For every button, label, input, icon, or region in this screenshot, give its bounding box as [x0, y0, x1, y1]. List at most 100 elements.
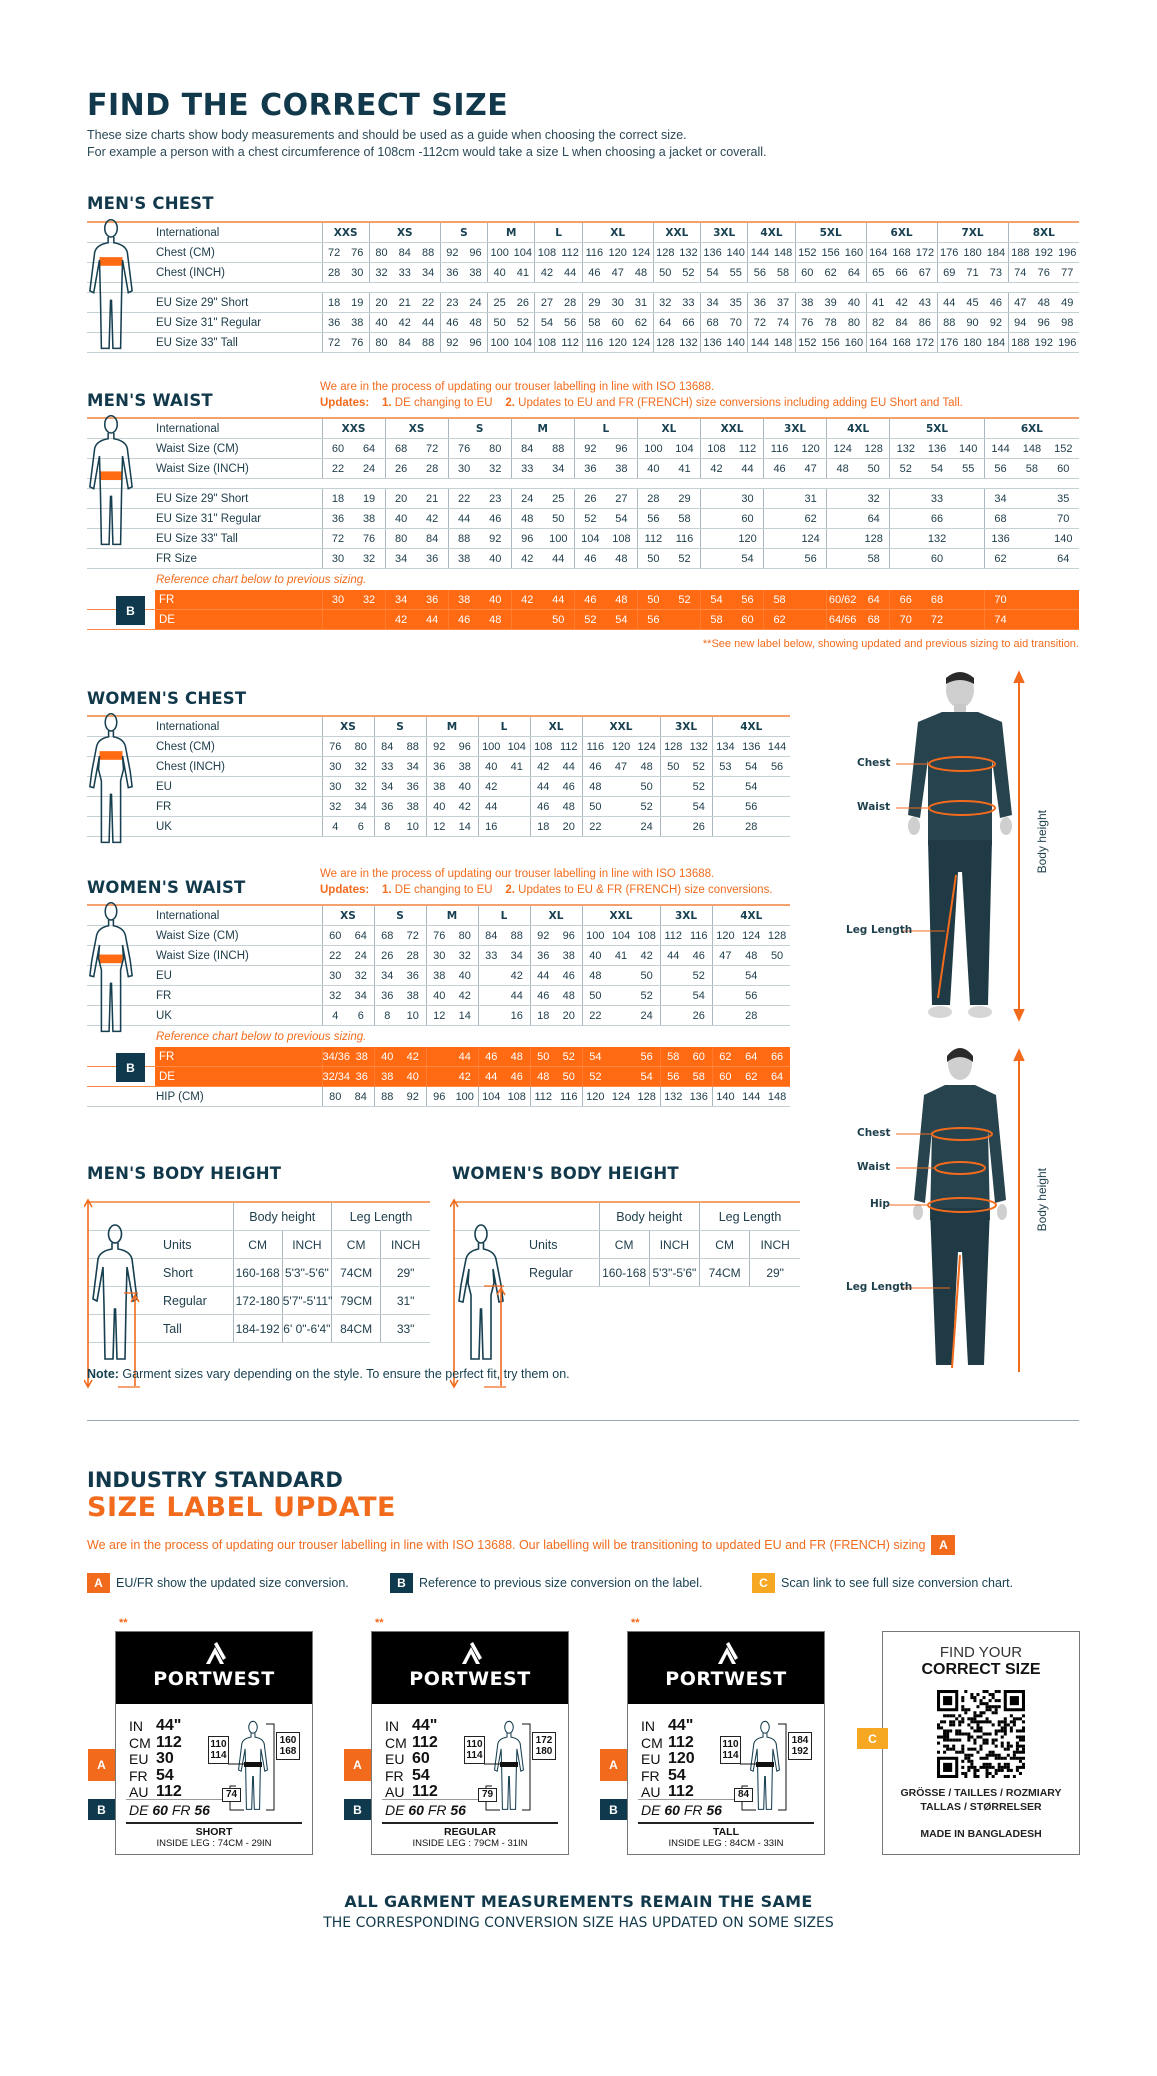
value-cell: 140 [726, 246, 745, 259]
value-cell: 38 [615, 462, 628, 475]
value-cell: 32 [354, 969, 367, 982]
value-cell: 26 [692, 820, 705, 833]
unit-label: EU [385, 1751, 405, 1767]
size-value: 112 [668, 1733, 694, 1751]
value-cell: 84 [398, 336, 411, 349]
legend-item: A EU/FR show the updated size conversion. [87, 1573, 349, 1593]
table-row: FR 32 34 36 38 40 42 44 46 48 50 52 54 56 [87, 796, 790, 817]
size-group-cell: 28 [711, 1005, 790, 1026]
row-label: UK [156, 1009, 172, 1022]
size-group-cell: 38 40 [447, 548, 512, 569]
size-group-cell: 88 92 [447, 528, 512, 549]
size-group-cell: 38 40 [373, 1066, 426, 1087]
value-cell [701, 493, 732, 505]
value-cell: 88 [422, 336, 435, 349]
size-group-cell: 76 80 [321, 736, 374, 757]
value-cell: 46 [458, 613, 471, 626]
badge-a: A [344, 1749, 371, 1781]
value-cell: 58 [710, 613, 723, 626]
value-cell [661, 781, 687, 793]
size-group-cell: 30 32 [321, 548, 386, 569]
value-cell: 10 [406, 1009, 419, 1022]
value-cell [479, 1010, 505, 1022]
value-cell: 112 [561, 246, 579, 259]
size-group-cell: 94 96 98 [1007, 312, 1079, 333]
unit-header: CM [330, 1230, 381, 1259]
size-group-cell: 128 [826, 528, 890, 549]
value-cell: 96 [1037, 316, 1050, 329]
man-mannequin-icon [89, 218, 133, 350]
value-cell [512, 614, 543, 626]
value-cell: 38 [469, 266, 482, 279]
value-cell: 62 [745, 1070, 758, 1083]
size-group-cell: 116 120 124 [581, 242, 654, 263]
size-value: 44" [412, 1717, 438, 1734]
value-cell: 50 [552, 613, 565, 626]
updates-line: Updates: 1. DE changing to EU 2. Updates… [320, 882, 773, 898]
value-cell: 40 [847, 296, 861, 309]
qr-code[interactable] [937, 1690, 1025, 1778]
value-cell: 58 [667, 1050, 680, 1063]
table-row: EU Size 31" Regular 36 38 40 42 44 46 48 50 52 54 5… [87, 508, 1079, 529]
value-cell: 40 [433, 989, 446, 1002]
section-divider [87, 1420, 1079, 1421]
size-label-update-heading: SIZE LABEL UPDATE [87, 1492, 396, 1523]
value-cell: 50 [659, 266, 672, 279]
size-group-cell: 28 30 [321, 262, 370, 283]
size-group-cell: 76 80 [447, 438, 512, 459]
value-cell: 148 [773, 246, 793, 259]
value-cell: 44 [485, 1070, 498, 1083]
prev-unit: DE [385, 1802, 405, 1818]
value-cell: 18 [331, 492, 345, 505]
size-group-cell: 12 14 [425, 1005, 478, 1026]
value-cell: 54 [745, 969, 758, 982]
value-cell: 42 [640, 949, 653, 962]
size-group-cell: 36 38 [373, 985, 426, 1006]
size-group-cell: 96 100 [425, 1086, 478, 1107]
value-cell: 14 [458, 820, 471, 833]
qr-languages-line2: TALLAS / STØRRELSER [920, 1801, 1042, 1813]
value-cell: 20 [562, 1009, 575, 1022]
table-row: FR Size 30 32 34 36 38 40 42 44 46 48 50 52 54 56 58 60 6… [87, 548, 1079, 569]
qr-title-line2: CORRECT SIZE [921, 1661, 1041, 1678]
value-cell: 26 [584, 492, 597, 505]
waist-value: 114 [722, 1750, 739, 1761]
value-cell: 62 [634, 316, 648, 329]
size-group-cell: 42 44 [529, 756, 582, 777]
value-cell: 50 [667, 760, 680, 773]
row-label: Waist Size (INCH) [156, 462, 249, 475]
size-group-cell: 33 [889, 488, 985, 509]
unit-label: EU [129, 1751, 149, 1767]
brand-logo-text: PORTWEST [665, 1668, 787, 1690]
size-group-cell: 56 [763, 548, 827, 569]
column-group-header: Body height [598, 1201, 700, 1231]
value-cell: 112 [644, 532, 663, 545]
value-cell [661, 990, 687, 1002]
size-group-cell: 46 48 [477, 1047, 530, 1067]
value-cell: 44 [552, 593, 565, 606]
fit-label: SHORT [195, 1826, 233, 1838]
value-cell: 33" [380, 1314, 430, 1343]
size-group-cell: 53 54 56 [711, 756, 790, 777]
size-header: L [477, 904, 530, 926]
value-cell [608, 1071, 634, 1083]
size-group-cell: 28 29 [636, 488, 701, 509]
value-cell: 128 [864, 442, 883, 455]
value-cell: 34 [354, 800, 367, 813]
value-cell: 52 [516, 316, 529, 329]
table-row: Waist Size (CM) 60 64 68 72 76 80 84 88 92 96 100 10… [87, 925, 790, 946]
value-cell: 32/34 [322, 1070, 351, 1083]
height-size-box: 184 192 [788, 1732, 812, 1760]
value-cell: 52 [682, 266, 695, 279]
note-text: Garment sizes vary depending on the styl… [118, 1367, 570, 1381]
units-row: Units CM INCH CM INCH [453, 1230, 800, 1259]
size-group-cell: 30 32 [447, 458, 512, 479]
table-row: Regular 160-168 5'3"-5'6" 74CM 29" [453, 1258, 800, 1287]
value-cell: 36 [753, 296, 767, 309]
value-cell: 40 [489, 552, 502, 565]
male-model [896, 670, 1025, 1022]
size-group-cell: 54 56 [581, 1047, 660, 1067]
value-cell: 64 [847, 266, 861, 279]
value-cell: 47 [719, 949, 732, 962]
value-cell: 40 [394, 512, 408, 525]
